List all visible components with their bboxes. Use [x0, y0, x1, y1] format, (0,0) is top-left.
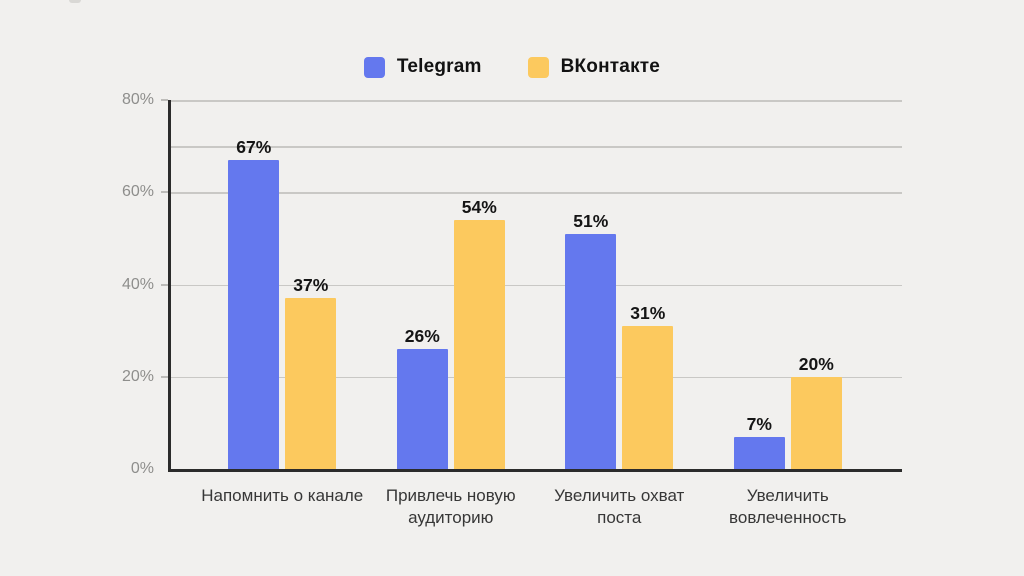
bar-vkontakte-3: 31% — [622, 303, 674, 469]
y-axis-tick-40 — [161, 283, 168, 286]
bar-value-label: 67% — [236, 136, 272, 157]
legend-item-telegram: Telegram — [363, 56, 482, 78]
bar-value-label: 20% — [798, 353, 834, 374]
category-label-1: Напомнить о канале — [201, 486, 364, 505]
legend-label: ВКонтакте — [560, 56, 661, 77]
legend-swatch-icon — [363, 56, 385, 78]
bar-value-label: 54% — [461, 196, 497, 217]
y-axis-label-80: 80% — [121, 91, 154, 108]
bar-value-label: 26% — [404, 326, 440, 347]
screenshot-artifact — [69, 0, 81, 3]
x-axis-category-labels: Напомнить о канале Привлечь новую аудитор… — [168, 485, 902, 528]
y-axis-line — [168, 100, 171, 472]
y-axis-label-60: 60% — [121, 183, 154, 201]
gridline-70 — [168, 146, 902, 148]
category-label-4: Увеличить вовлеченность — [729, 486, 847, 527]
legend-label: Telegram — [396, 56, 482, 77]
bar-vkontakte-1: 37% — [285, 275, 337, 469]
legend-swatch-icon — [527, 56, 549, 78]
y-axis-tick-80 — [161, 99, 168, 101]
bar-value-label: 7% — [746, 413, 772, 434]
bar-telegram-3: 51% — [565, 211, 617, 469]
bar-group-2: 26% 54% — [367, 100, 536, 469]
gridline-20 — [168, 376, 902, 379]
bar-group-4: 7% 20% — [704, 100, 873, 469]
category-label-2: Привлечь новую аудиторию — [385, 486, 516, 527]
category-label-3: Увеличить охват поста — [554, 486, 685, 527]
y-axis-label-20: 20% — [121, 367, 154, 385]
bar-value-label: 51% — [573, 210, 609, 231]
gridline-40 — [168, 284, 902, 286]
bar-value-label: 31% — [630, 303, 666, 324]
bar-group-3: 51% 31% — [535, 100, 704, 469]
x-axis-line — [168, 469, 902, 472]
bar-vkontakte-2: 54% — [453, 197, 505, 469]
gridline-60 — [168, 192, 902, 194]
y-axis-tick-20 — [161, 375, 168, 378]
y-axis-label-40: 40% — [121, 275, 154, 293]
legend-item-vkontakte: ВКонтакте — [527, 56, 661, 78]
bar-telegram-2: 26% — [396, 326, 448, 469]
bar-value-label: 37% — [293, 275, 329, 296]
plot-area: 67% 37% 26% 54% 51% 31% 7% 20% 80% 60% 40% 20% 0% — [122, 91, 902, 477]
gridline-80 — [168, 100, 902, 102]
chart-legend: Telegram ВКонтакте — [0, 56, 1024, 78]
bar-groups: 67% 37% 26% 54% 51% 31% 7% 20% — [168, 100, 902, 469]
y-axis-label-0: 0% — [130, 460, 154, 477]
bar-telegram-1: 67% — [228, 137, 280, 469]
y-axis-tick-60 — [161, 191, 168, 194]
bar-telegram-4: 7% — [733, 414, 785, 469]
bar-vkontakte-4: 20% — [790, 354, 842, 469]
bar-group-1: 67% 37% — [198, 100, 367, 469]
